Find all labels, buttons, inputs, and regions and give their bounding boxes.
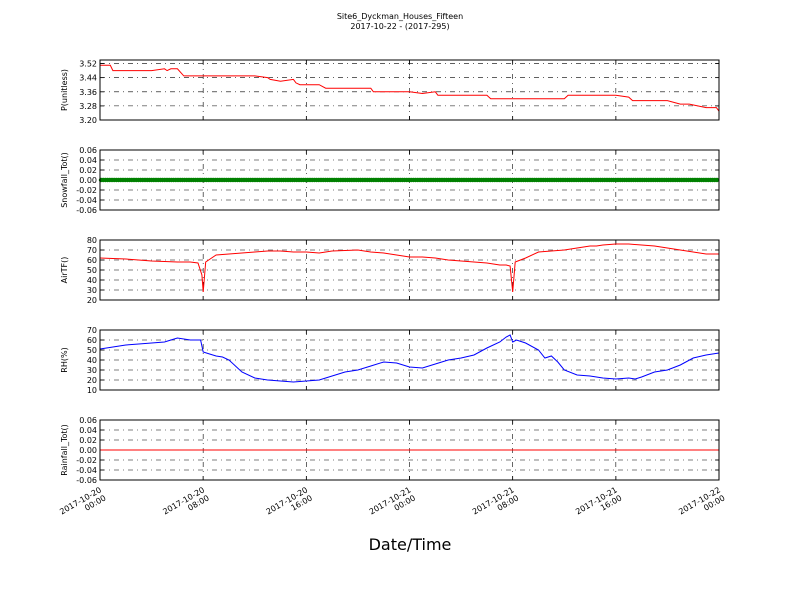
panel-frame bbox=[99, 329, 720, 391]
y-tick-label: 0.00 bbox=[79, 446, 97, 455]
panel-frame bbox=[99, 419, 720, 481]
x-tick-label: 2017-10-2016:00 bbox=[265, 485, 314, 524]
y-axis-label-rh: RH(%) bbox=[60, 347, 69, 372]
x-tick-label: 2017-10-2100:00 bbox=[368, 485, 417, 524]
y-tick-label: 50 bbox=[87, 346, 97, 355]
y-tick-label: -0.02 bbox=[76, 456, 97, 465]
y-tick-label: 40 bbox=[87, 276, 97, 285]
y-tick-label: 60 bbox=[87, 256, 97, 265]
y-tick-label: 30 bbox=[87, 366, 97, 375]
series-line-airtemp bbox=[99, 243, 719, 293]
panel-pressure: 3.20 3.28 3.36 3.44 3.52 P(unitless) bbox=[60, 59, 720, 125]
y-tick-label: 80 bbox=[87, 236, 97, 245]
x-tick-label: 2017-10-2116:00 bbox=[574, 485, 623, 524]
panel-rainfall: -0.06-0.04-0.020.000.020.040.06 Rainfall_… bbox=[60, 416, 720, 485]
y-tick-label: 60 bbox=[87, 336, 97, 345]
series-line-rh bbox=[99, 334, 720, 383]
y-tick-label: 70 bbox=[87, 246, 97, 255]
x-tick-label: 2017-10-2000:00 bbox=[58, 485, 107, 524]
y-tick-label: 70 bbox=[87, 326, 97, 335]
y-tick-label: -0.06 bbox=[76, 206, 97, 215]
y-tick-label: 0.06 bbox=[79, 146, 97, 155]
y-tick-label: 0.02 bbox=[79, 436, 97, 445]
series-line-pressure bbox=[100, 64, 720, 112]
y-tick-label: 0.06 bbox=[79, 416, 97, 425]
y-tick-label: -0.04 bbox=[76, 466, 97, 475]
chart-subtitle: 2017-10-22 - (2017-295) bbox=[350, 22, 449, 31]
y-axis-label-rainfall: Rainfall_Tot() bbox=[60, 424, 69, 476]
y-tick-label: 3.28 bbox=[79, 102, 97, 111]
x-axis-ticks: 2017-10-2000:00 2017-10-2008:00 2017-10-20… bbox=[58, 485, 726, 524]
y-tick-label: 20 bbox=[87, 376, 97, 385]
y-tick-label: 50 bbox=[87, 266, 97, 275]
series-marker bbox=[714, 177, 720, 183]
panel-frame bbox=[99, 149, 720, 211]
x-axis-label: Date/Time bbox=[369, 535, 452, 554]
x-tick-label: 2017-10-2008:00 bbox=[161, 485, 210, 524]
y-tick-label: 10 bbox=[87, 386, 97, 395]
panels: 3.203.283.363.443.52P(unitless)-0.06-0.0… bbox=[60, 59, 720, 485]
x-tick-label: 2017-10-2108:00 bbox=[471, 485, 520, 524]
panel-frame bbox=[99, 59, 720, 121]
chart-title: Site6_Dyckman_Houses_Fifteen bbox=[337, 12, 463, 21]
y-axis-label-pressure: P(unitless) bbox=[60, 69, 69, 111]
y-tick-label: -0.06 bbox=[76, 476, 97, 485]
y-axis-label-airtemp: AirTF() bbox=[60, 257, 69, 284]
panel-snowfall: -0.06-0.04-0.020.000.020.040.06 Snowfall_… bbox=[60, 146, 720, 215]
y-tick-label: 0.04 bbox=[79, 426, 97, 435]
x-tick-label: 2017-10-2200:00 bbox=[677, 485, 726, 524]
y-tick-label: 0.04 bbox=[79, 156, 97, 165]
y-tick-label: 20 bbox=[87, 296, 97, 305]
y-tick-label: 3.44 bbox=[79, 74, 97, 83]
y-tick-label: -0.02 bbox=[76, 186, 97, 195]
y-tick-label: 0.02 bbox=[79, 166, 97, 175]
y-tick-label: 3.36 bbox=[79, 88, 97, 97]
y-tick-label: 3.52 bbox=[79, 60, 97, 69]
y-axis-label-snowfall: Snowfall_Tot() bbox=[60, 152, 69, 208]
y-tick-label: 30 bbox=[87, 286, 97, 295]
y-tick-label: 3.20 bbox=[79, 116, 97, 125]
panel-frame bbox=[99, 239, 720, 301]
y-tick-label: -0.04 bbox=[76, 196, 97, 205]
y-tick-label: 40 bbox=[87, 356, 97, 365]
y-tick-label: 0.00 bbox=[79, 176, 97, 185]
